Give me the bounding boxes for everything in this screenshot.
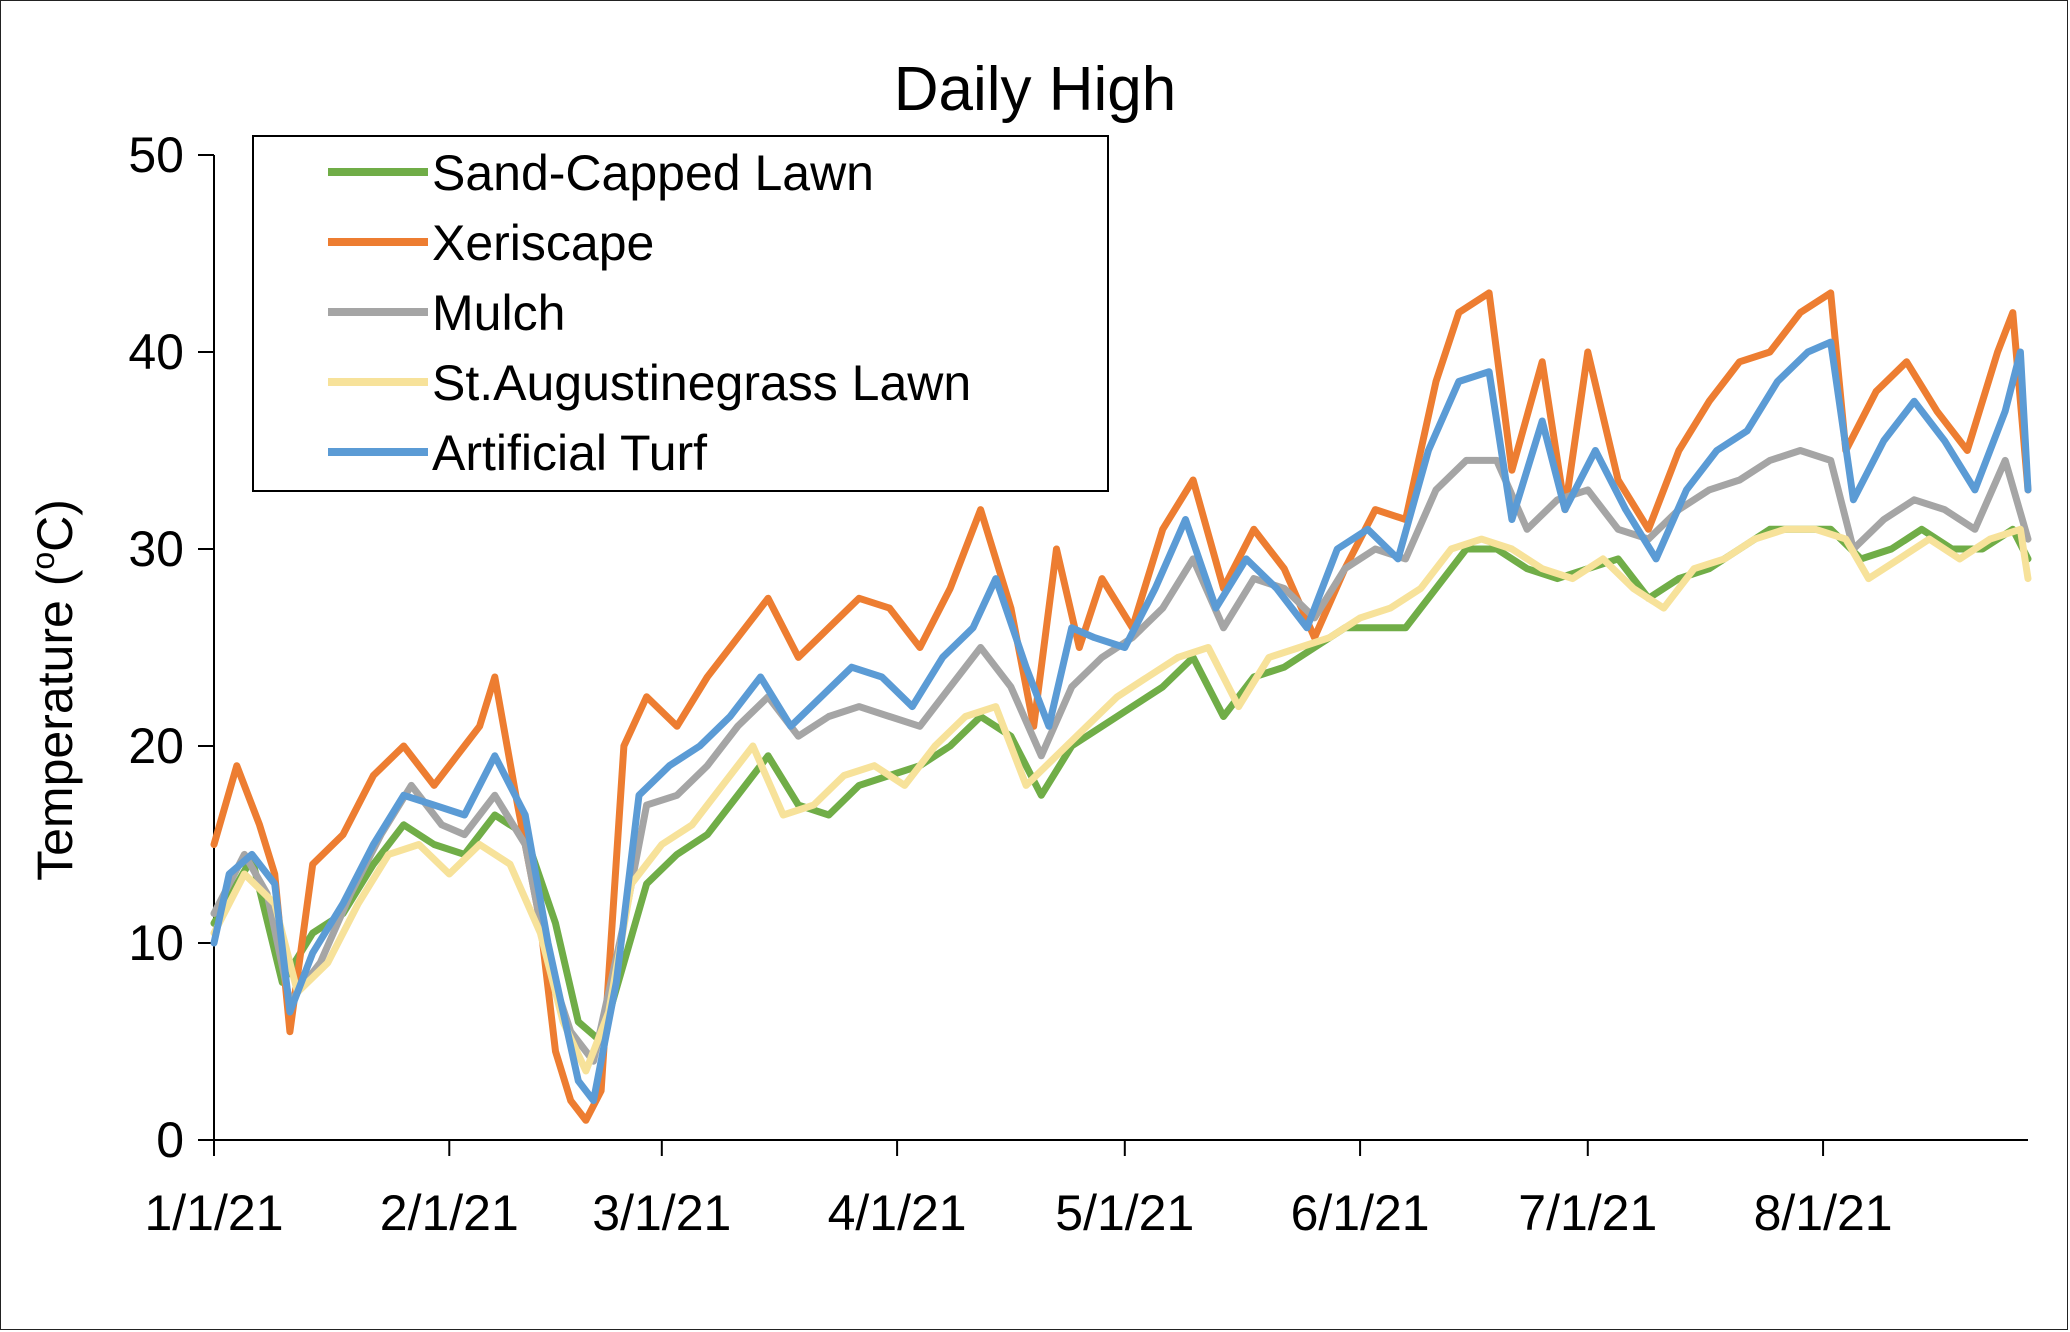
- x-tick-label: 5/1/21: [1055, 1185, 1194, 1241]
- series-lines: [210, 289, 2032, 1124]
- legend-label: Xeriscape: [432, 215, 654, 271]
- x-tick-label: 3/1/21: [592, 1185, 731, 1241]
- legend: Sand-Capped Lawn Xeriscape Mulch St.Augusti…: [252, 135, 1109, 492]
- y-tick-label: 40: [128, 324, 184, 380]
- x-tick-label: 1/1/21: [144, 1185, 283, 1241]
- series-line-xeriscape: [210, 289, 2032, 1124]
- x-tick-label: 7/1/21: [1518, 1185, 1657, 1241]
- x-tick-label: 4/1/21: [828, 1185, 967, 1241]
- x-tick-label: 2/1/21: [380, 1185, 519, 1241]
- x-tick-label: 6/1/21: [1291, 1185, 1430, 1241]
- series-line-mulch: [210, 447, 2032, 1065]
- chart-title: Daily High: [894, 55, 1177, 124]
- tick-labels: 0 10 20 30 40 50 1/1/21 2/1/21 3/1/21 4/1/21 5/1/2…: [128, 127, 1892, 1241]
- y-axis-title: Temperature (oC): [25, 499, 83, 881]
- legend-label: Sand-Capped Lawn: [432, 145, 874, 201]
- series-line-artificial-turf: [210, 338, 2032, 1105]
- legend-label: St.Augustinegrass Lawn: [432, 355, 971, 411]
- y-tick-label: 10: [128, 915, 184, 971]
- legend-label: Artificial Turf: [432, 425, 707, 481]
- y-tick-label: 0: [156, 1112, 184, 1168]
- y-tick-label: 30: [128, 521, 184, 577]
- x-tick-label: 8/1/21: [1754, 1185, 1893, 1241]
- y-tick-label: 20: [128, 718, 184, 774]
- y-tick-label: 50: [128, 127, 184, 183]
- legend-label: Mulch: [432, 285, 565, 341]
- series-line-st-augustinegrass-lawn: [210, 525, 2032, 1075]
